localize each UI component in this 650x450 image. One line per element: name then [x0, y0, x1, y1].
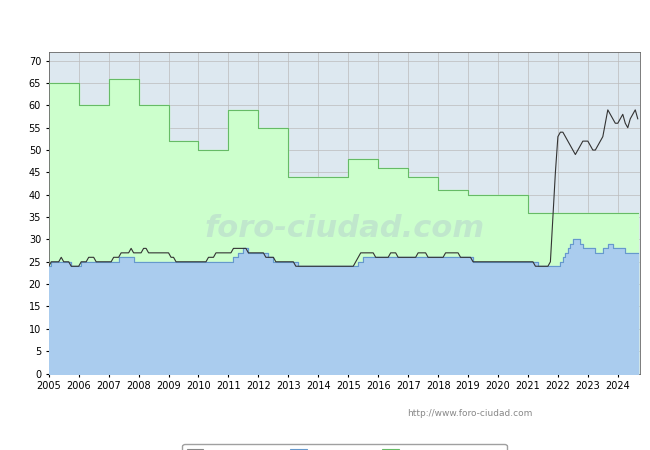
Legend: Ocupados, Parados, Hab. entre 16-64: Ocupados, Parados, Hab. entre 16-64 — [182, 444, 507, 450]
Text: foro-ciudad.com: foro-ciudad.com — [205, 214, 484, 243]
Text: Villasayas - Evolucion de la poblacion en edad de Trabajar Septiembre de 2024: Villasayas - Evolucion de la poblacion e… — [83, 15, 567, 28]
Text: http://www.foro-ciudad.com: http://www.foro-ciudad.com — [408, 409, 533, 418]
